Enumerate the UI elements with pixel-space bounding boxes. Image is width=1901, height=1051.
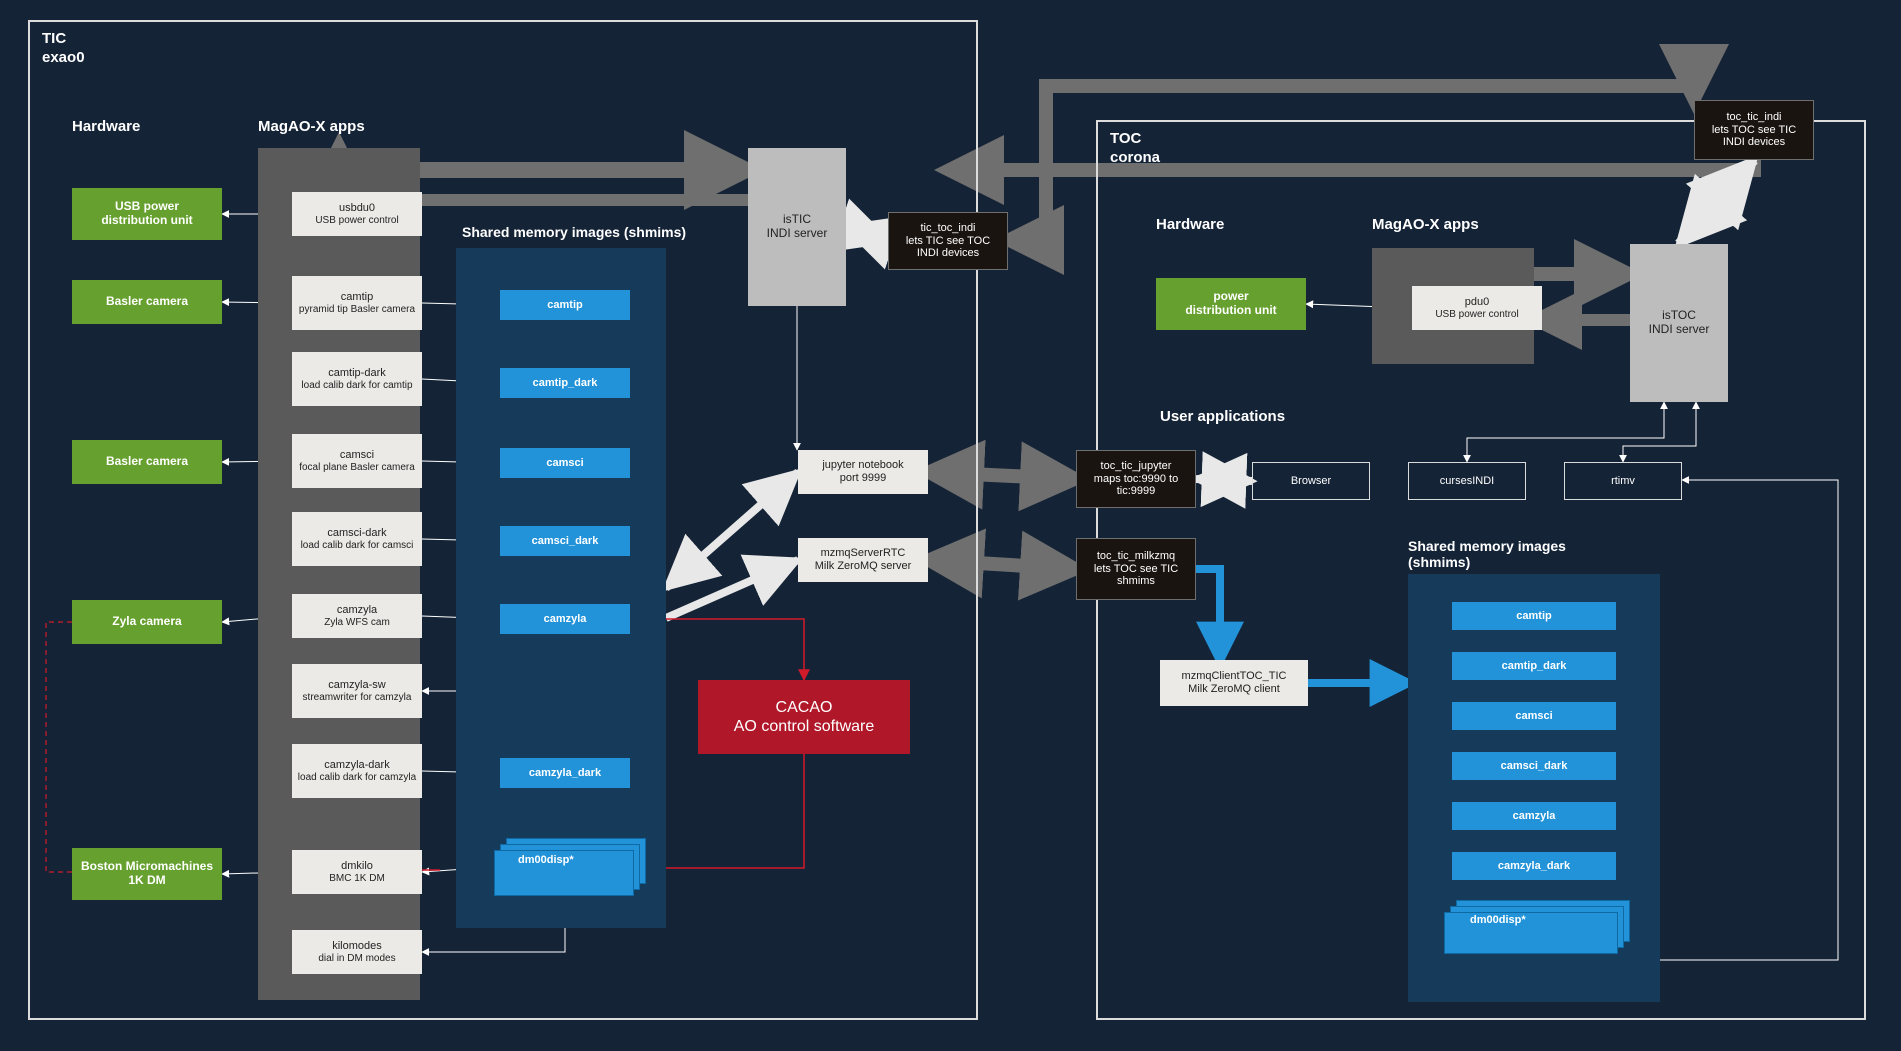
indi-bridge: toc_tic_indilets TOC see TICINDI devices [1694,100,1814,160]
shm-box: camzyla_dark [500,758,630,788]
tic-label-apps: MagAO-X apps [258,118,365,136]
shm-box: camtip_dark [500,368,630,398]
app-box: camsci-darkload calib dark for camsci [292,512,422,566]
indi-bridge: tic_toc_indilets TIC see TOCINDI devices [888,212,1008,270]
app-box: camtippyramid tip Basler camera [292,276,422,330]
shm-box: camzyla [500,604,630,634]
hw-box: powerdistribution unit [1156,278,1306,330]
tic-shm-panel [456,248,666,928]
app-box: dmkiloBMC 1K DM [292,850,422,894]
shm-box: camtip [500,290,630,320]
indi-server: isTOCINDI server [1630,244,1728,402]
tic-shm-title: Shared memory images (shmims) [462,224,686,240]
toc-shm-title: Shared memory images (shmims) [1408,538,1566,570]
user-app: cursesINDI [1408,462,1526,500]
shm-box: camsci [1452,702,1616,730]
user-app: rtimv [1564,462,1682,500]
shm-box: camsci [500,448,630,478]
hw-box: Basler camera [72,440,222,484]
hw-box: USB powerdistribution unit [72,188,222,240]
toc-label-hardware: Hardware [1156,216,1224,234]
indi-server: isTICINDI server [748,148,846,306]
app-box: camzyla-swstreamwriter for camzyla [292,664,422,718]
shm-box: camsci_dark [500,526,630,556]
shm-box: camsci_dark [1452,752,1616,780]
app-box: camscifocal plane Basler camera [292,434,422,488]
hw-box: Zyla camera [72,600,222,644]
tic-title: TICexao0 [42,30,85,68]
app-box: usbdu0USB power control [292,192,422,236]
mzmq-client: mzmqClientTOC_TICMilk ZeroMQ client [1160,660,1308,706]
hw-box: Basler camera [72,280,222,324]
app-box: kilomodesdial in DM modes [292,930,422,974]
hw-box: Boston Micromachines1K DM [72,848,222,900]
shm-stack: dm00disp* [1444,900,1630,954]
shm-stack: dm00disp* [494,838,646,896]
toc-title: TOCcorona [1110,130,1160,168]
shm-box: camzyla [1452,802,1616,830]
cacao: CACAOAO control software [698,680,910,754]
app-box: pdu0USB power control [1412,286,1542,330]
app-box: camzyla-darkload calib dark for camzyla [292,744,422,798]
toc-label-user: User applications [1160,408,1285,426]
app-box: camtip-darkload calib dark for camtip [292,352,422,406]
tic-label-hardware: Hardware [72,118,140,136]
mzmq-server: mzmqServerRTCMilk ZeroMQ server [798,538,928,582]
user-app: Browser [1252,462,1370,500]
toc-label-apps: MagAO-X apps [1372,216,1479,234]
app-box: camzylaZyla WFS cam [292,594,422,638]
shm-box: camtip [1452,602,1616,630]
ssh-bridge: toc_tic_jupytermaps toc:9990 totic:9999 [1076,450,1196,508]
shm-box: camtip_dark [1452,652,1616,680]
jupyter: jupyter notebookport 9999 [798,450,928,494]
shm-box: camzyla_dark [1452,852,1616,880]
ssh-bridge: toc_tic_milkzmqlets TOC see TICshmims [1076,538,1196,600]
